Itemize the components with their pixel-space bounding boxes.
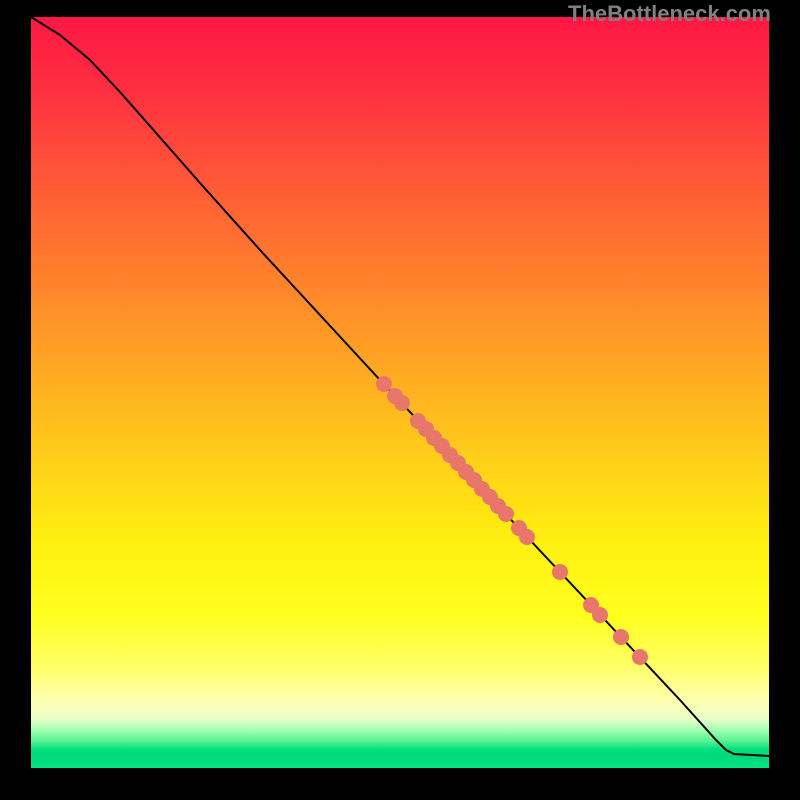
chart-stage: TheBottleneck.com [0,0,800,800]
plot-background [31,17,769,768]
watermark-text: TheBottleneck.com [568,1,771,27]
